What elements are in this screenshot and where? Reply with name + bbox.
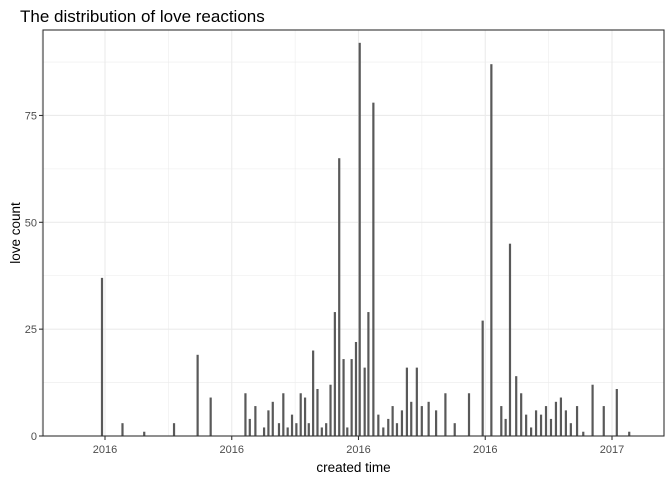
bar [444, 393, 447, 436]
bar [481, 320, 484, 436]
bar [410, 401, 413, 436]
bar [244, 393, 247, 436]
bar [575, 406, 579, 436]
bar [286, 427, 289, 436]
bar [415, 367, 418, 436]
bar [254, 406, 257, 436]
bar [559, 397, 563, 436]
bar [172, 423, 176, 436]
bar [277, 423, 281, 436]
bar [382, 427, 385, 436]
bar [534, 410, 538, 436]
bar [515, 376, 518, 436]
bar [508, 243, 512, 436]
grid [41, 30, 664, 437]
axis-ticks: 0 25 50 75 2016 2016 2016 2016 2017 [25, 110, 624, 456]
bar [395, 423, 399, 436]
bar [262, 427, 266, 436]
x-tick-label: 2016 [346, 444, 370, 456]
bar [591, 384, 594, 436]
x-tick-label: 2016 [473, 444, 497, 456]
bar [367, 312, 370, 436]
bar [196, 354, 199, 436]
bar [325, 423, 328, 436]
bar [602, 406, 605, 436]
bar [267, 410, 270, 436]
bar [500, 406, 503, 436]
x-tick-label: 2016 [220, 444, 244, 456]
y-tick-label: 0 [31, 431, 37, 443]
bar [427, 401, 430, 436]
bar [338, 158, 341, 437]
bar [544, 406, 548, 436]
bar [377, 414, 380, 436]
bar [342, 359, 345, 436]
bar [434, 410, 438, 436]
bar [582, 431, 585, 436]
bar [372, 102, 375, 436]
panel-border [42, 29, 665, 437]
bar [282, 393, 285, 436]
bar [564, 410, 567, 436]
x-tick-label: 2016 [93, 444, 117, 456]
bar [350, 359, 353, 436]
bar [290, 414, 294, 436]
bar [271, 401, 274, 436]
bar [628, 431, 631, 436]
bar [354, 341, 358, 436]
bar [346, 427, 349, 436]
bar [539, 414, 543, 436]
bar [363, 367, 366, 436]
bar [329, 384, 332, 436]
bar [530, 427, 533, 436]
bar [387, 418, 390, 436]
x-axis-title: created time [316, 460, 390, 475]
bar [320, 427, 323, 436]
bar [209, 397, 212, 436]
bar [549, 418, 553, 436]
bar [100, 277, 104, 436]
bar [615, 388, 618, 436]
bars [100, 42, 631, 437]
bar [316, 388, 319, 436]
bar [420, 406, 423, 436]
bar [312, 350, 315, 436]
y-tick-label: 50 [25, 217, 37, 229]
bar [391, 406, 394, 436]
bar [358, 42, 361, 437]
x-tick-label: 2017 [600, 444, 624, 456]
chart-title: The distribution of love reactions [20, 7, 265, 26]
bar [295, 423, 298, 436]
bar [307, 423, 310, 436]
bar [143, 431, 146, 436]
bar [400, 410, 404, 436]
bar [299, 393, 302, 436]
y-tick-label: 75 [25, 110, 37, 122]
bar [121, 423, 124, 436]
bar [490, 64, 493, 436]
bar [405, 367, 409, 436]
bar [504, 418, 507, 436]
bar [333, 312, 336, 436]
y-axis-title: love count [8, 202, 23, 264]
y-tick-label: 25 [25, 324, 37, 336]
bar [467, 393, 471, 436]
bar [554, 401, 558, 436]
bar [520, 393, 523, 436]
bar [569, 423, 572, 436]
bar [525, 414, 528, 436]
bar [303, 397, 307, 436]
bar [453, 423, 456, 436]
bar [248, 418, 251, 436]
